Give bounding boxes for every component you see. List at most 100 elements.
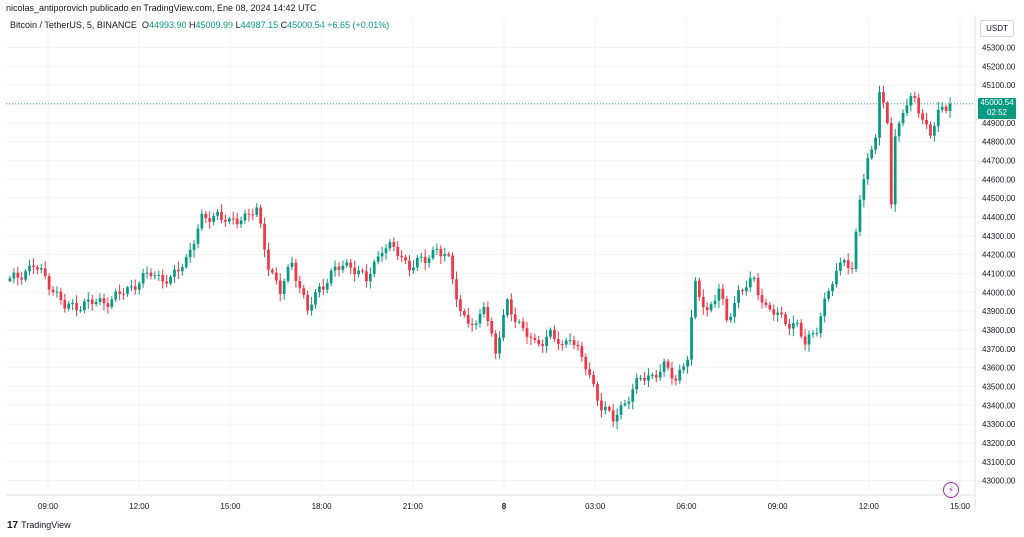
candle-body (705, 307, 709, 311)
candle-body (310, 304, 313, 311)
candle-body (90, 299, 94, 305)
lightning-icon[interactable]: ⚡ (943, 482, 959, 498)
candle-body (553, 329, 556, 340)
candle-body (67, 303, 71, 309)
candle-body (278, 280, 282, 294)
y-tick-label: 43600.00 (982, 364, 1016, 373)
candle-body (349, 262, 353, 268)
candle-body (149, 272, 153, 277)
candle-body (341, 265, 345, 270)
candle-body (741, 290, 744, 292)
last-price-value: 45000.54 (980, 98, 1014, 107)
candle-body (831, 284, 834, 292)
high-label: H (189, 20, 196, 30)
candle-body (819, 316, 823, 333)
candle-body (729, 316, 733, 321)
candle-body (795, 322, 799, 324)
candle-body (243, 213, 247, 221)
y-tick-label: 43400.00 (982, 401, 1016, 410)
open-value: 44993.90 (148, 20, 187, 30)
candle-body (133, 286, 137, 290)
candle-body (862, 179, 866, 200)
candle-body (63, 300, 67, 309)
candle-body (744, 287, 748, 292)
candle-body (588, 369, 592, 376)
candle-body (541, 344, 545, 346)
candle-body (431, 249, 435, 259)
open-label: O (141, 20, 149, 30)
x-tick-label: 18:00 (312, 502, 333, 511)
candle-body (521, 321, 525, 329)
close-label: C (280, 20, 288, 30)
candle-body (658, 371, 662, 378)
candle-body (114, 291, 118, 300)
candle-body (494, 333, 498, 354)
candle-body (337, 266, 341, 270)
candle-body (635, 378, 639, 390)
x-tick-label: 15:00 (950, 502, 971, 511)
candle-body (627, 401, 631, 404)
candle-body (24, 271, 27, 280)
candle-body (760, 295, 764, 303)
candle-body (318, 286, 321, 293)
candle-body (776, 312, 780, 315)
high-value: 45009.99 (195, 20, 234, 30)
x-tick-label: 03:00 (585, 502, 606, 511)
candle-body (380, 253, 384, 257)
tradingview-logo[interactable]: 17 TradingView (7, 520, 71, 531)
candle-body (631, 389, 635, 402)
candle-body (314, 292, 317, 305)
candle-body (157, 274, 161, 276)
candle-body (701, 296, 705, 308)
x-tick-label: 8 (502, 502, 507, 511)
y-tick-label: 44900.00 (982, 119, 1016, 128)
y-tick-label: 45100.00 (982, 81, 1016, 90)
candle-body (940, 106, 944, 110)
candle-body (603, 406, 607, 411)
x-tick-label: 06:00 (676, 502, 697, 511)
candle-body (576, 345, 580, 347)
candle-body (196, 228, 200, 244)
ohlc-values: O44993.90 H45009.99 L44987.15 C45000.54 … (139, 20, 389, 30)
candle-body (43, 268, 47, 277)
candle-body (455, 279, 458, 300)
candle-body (141, 272, 145, 284)
candle-body (200, 213, 204, 229)
candle-body (329, 270, 333, 284)
candle-body (686, 359, 689, 367)
candle-body (619, 405, 623, 415)
candle-body (28, 265, 31, 272)
symbol-name[interactable]: Bitcoin / TetherUS, 5, BINANCE (10, 20, 137, 30)
candle-body (842, 260, 846, 263)
candle-body (247, 213, 251, 215)
candle-body (345, 262, 349, 266)
candle-body (71, 303, 75, 305)
candle-body (897, 123, 901, 137)
candle-body (102, 298, 106, 304)
candle-body (474, 323, 478, 325)
candle-body (130, 286, 133, 288)
candle-body (490, 320, 494, 334)
y-tick-label: 44600.00 (982, 175, 1016, 184)
currency-selector[interactable]: USDT (980, 20, 1014, 37)
y-tick-label: 43100.00 (982, 458, 1016, 467)
candle-body (192, 243, 196, 250)
candle-body (396, 246, 400, 257)
candle-body (815, 332, 819, 334)
y-tick-label: 45300.00 (982, 43, 1016, 52)
candle-body (905, 105, 909, 113)
candle-body (502, 315, 505, 338)
candle-body (415, 257, 419, 268)
candle-body (435, 248, 439, 250)
candle-body (498, 337, 501, 354)
x-tick-label: 15:00 (220, 502, 241, 511)
candle-body (55, 291, 59, 293)
candle-body (768, 304, 772, 310)
candle-body (423, 256, 427, 263)
candle-body (572, 340, 576, 346)
candle-body (165, 281, 169, 284)
candle-body (216, 211, 219, 216)
candle-body (372, 261, 376, 274)
candle-body (180, 267, 184, 272)
